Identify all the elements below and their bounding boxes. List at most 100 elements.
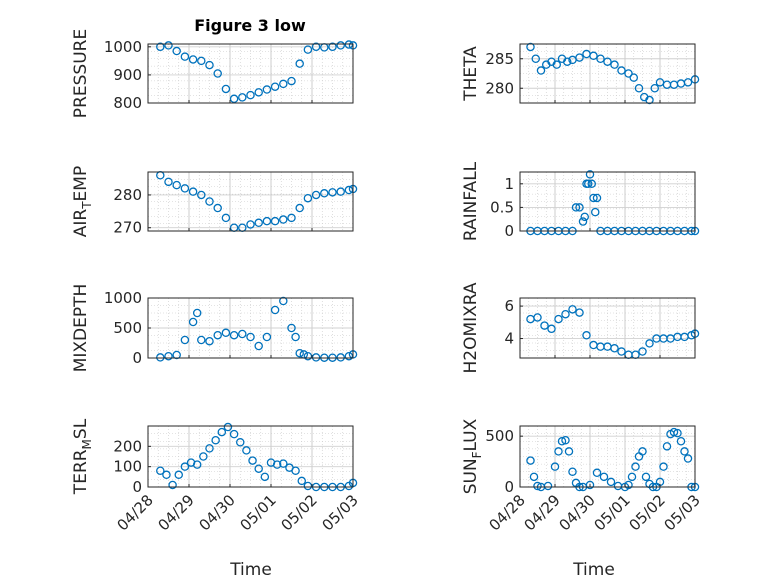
data-point xyxy=(589,51,598,61)
data-point xyxy=(673,428,682,438)
data-point xyxy=(526,456,535,465)
x-tick-label: 04/28 xyxy=(486,491,529,534)
data-point xyxy=(242,446,251,455)
data-point xyxy=(676,436,686,446)
data-point xyxy=(561,435,570,445)
data-point xyxy=(180,52,190,61)
data-point xyxy=(610,344,619,353)
data-point xyxy=(246,90,255,100)
data-point xyxy=(235,438,245,447)
data-point xyxy=(188,55,198,64)
y-axis-label: H2OMIXRA xyxy=(461,282,481,373)
x-axis-label-right: Time xyxy=(572,560,615,580)
data-point xyxy=(188,317,198,327)
y-tick-label: 500 xyxy=(113,319,142,337)
data-point xyxy=(291,332,300,342)
subplot-rainfall: 0 0.5 1 RAINFALL xyxy=(461,161,700,241)
x-tick-label: 04/30 xyxy=(556,491,599,534)
x-tick-label: 04/30 xyxy=(196,491,239,534)
axes-box xyxy=(147,43,354,104)
data-point xyxy=(213,330,222,340)
data-point xyxy=(297,476,306,486)
y-axis-label: AIRTEMP xyxy=(71,166,94,237)
y-tick-label: 500 xyxy=(485,427,514,445)
data-point xyxy=(162,470,171,480)
data-point xyxy=(279,215,288,224)
y-axis-label: TERRMSL xyxy=(71,418,94,495)
y-tick-label: 285 xyxy=(485,50,514,68)
y-tick-label: 900 xyxy=(113,66,142,84)
data-point xyxy=(591,207,600,217)
x-tick-label: 05/02 xyxy=(278,491,321,534)
data-point xyxy=(279,79,288,89)
y-tick-label: 100 xyxy=(113,458,142,476)
data-point xyxy=(262,332,272,342)
data-point xyxy=(557,436,567,446)
data-point xyxy=(603,57,612,66)
data-point xyxy=(659,462,668,471)
data-point xyxy=(272,460,282,469)
data-point xyxy=(589,193,598,203)
data-point xyxy=(217,427,227,437)
data-point xyxy=(229,330,239,340)
x-tick-label: 05/01 xyxy=(237,491,280,534)
data-point xyxy=(223,422,233,432)
data-point xyxy=(270,216,280,226)
data-point xyxy=(246,332,255,342)
x-axis-label-left: Time xyxy=(229,560,272,580)
y-tick-label: 0 xyxy=(132,478,142,496)
data-point xyxy=(563,57,572,66)
data-point xyxy=(568,467,577,476)
data-point xyxy=(550,462,560,471)
data-point xyxy=(561,309,570,319)
data-point xyxy=(197,56,206,66)
data-point xyxy=(669,427,679,437)
data-point xyxy=(554,314,563,324)
data-point xyxy=(205,60,214,70)
data-point xyxy=(638,347,647,356)
data-point xyxy=(641,472,651,482)
data-point xyxy=(221,84,231,94)
y-tick-label: 200 xyxy=(113,437,142,455)
x-tick-label: 04/28 xyxy=(114,491,157,534)
subplot-h2omixra: 4 6 H2OMIXRA xyxy=(461,282,700,374)
data-point xyxy=(624,69,633,78)
data-point xyxy=(229,94,239,104)
data-point xyxy=(180,335,190,345)
data-point xyxy=(311,42,321,52)
data-point xyxy=(599,472,609,482)
axes-box xyxy=(519,425,696,488)
data-point xyxy=(238,93,247,102)
y-tick-label: 0 xyxy=(132,349,142,367)
data-point xyxy=(587,179,597,189)
data-point xyxy=(221,328,231,338)
data-point xyxy=(254,464,263,473)
data-point xyxy=(533,481,542,491)
data-point xyxy=(592,193,602,203)
axes-box xyxy=(147,425,354,488)
grid xyxy=(147,297,354,359)
data-point xyxy=(634,84,644,93)
data-point xyxy=(320,189,329,198)
data-point xyxy=(295,203,304,213)
data-point xyxy=(529,472,539,482)
y-tick-label: 270 xyxy=(113,219,142,237)
data-point xyxy=(254,88,263,97)
axes-box xyxy=(519,171,696,232)
data-point xyxy=(585,170,595,179)
y-axis-label: SUNFLUX xyxy=(461,418,484,494)
data-point xyxy=(260,472,270,482)
data-point xyxy=(631,462,640,471)
data-point xyxy=(531,54,541,64)
x-tick-label: 05/03 xyxy=(661,491,704,534)
data-point xyxy=(287,213,296,223)
data-point xyxy=(650,84,660,93)
data-point xyxy=(221,213,231,223)
y-axis-label: MIXDEPTH xyxy=(71,284,91,373)
data-point xyxy=(592,468,602,478)
data-point xyxy=(638,447,647,456)
series-markers xyxy=(156,40,358,104)
x-tick-label: 05/03 xyxy=(319,491,362,534)
